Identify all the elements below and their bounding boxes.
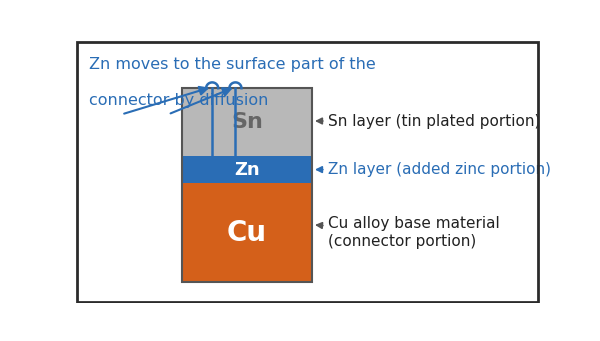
Text: Zn layer (added zinc portion): Zn layer (added zinc portion) <box>317 162 551 177</box>
Text: Zn moves to the surface part of the: Zn moves to the surface part of the <box>89 57 376 72</box>
Text: Cu alloy base material
(connector portion): Cu alloy base material (connector portio… <box>317 217 500 249</box>
Text: Zn: Zn <box>234 161 260 179</box>
Bar <box>182 88 312 282</box>
Text: Sn layer (tin plated portion): Sn layer (tin plated portion) <box>317 114 541 129</box>
Bar <box>182 157 312 183</box>
Text: connector by diffusion: connector by diffusion <box>89 93 268 108</box>
Bar <box>182 88 312 157</box>
Text: Cu: Cu <box>227 219 267 247</box>
Text: Sn: Sn <box>231 112 263 132</box>
Bar <box>182 183 312 282</box>
